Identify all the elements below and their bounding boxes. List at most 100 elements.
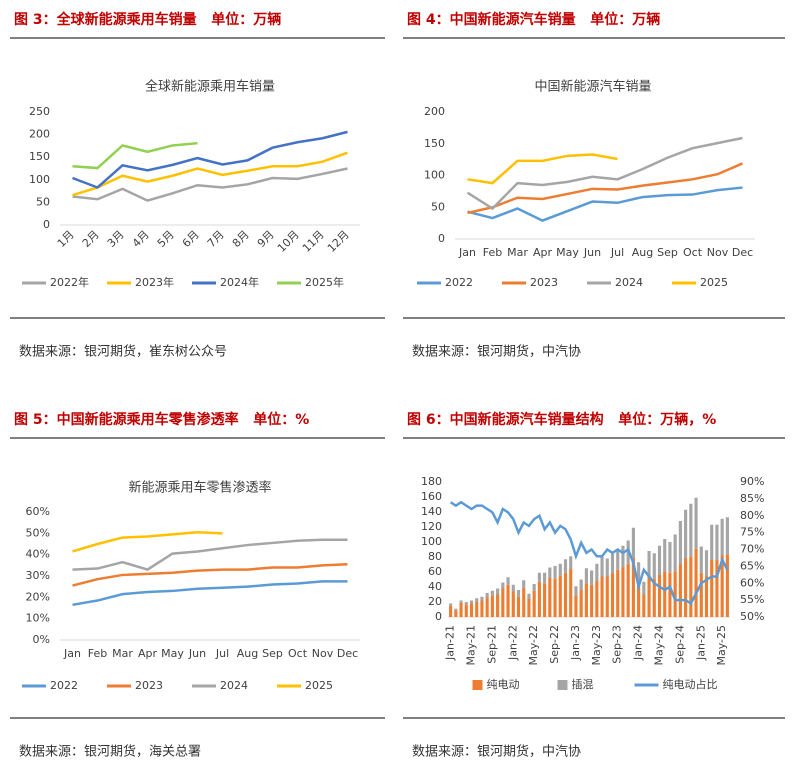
y-tick-label: 60% xyxy=(26,505,50,518)
legend-label: 2024年 xyxy=(220,275,259,289)
bar xyxy=(605,576,609,617)
series-line xyxy=(72,141,198,170)
y-tick-label: 85% xyxy=(740,492,764,505)
bar xyxy=(537,581,541,617)
x-tick-label: 5月 xyxy=(155,228,177,250)
bar xyxy=(673,571,677,617)
series-line xyxy=(72,167,348,202)
bar xyxy=(485,593,489,598)
x-tick-label: 9月 xyxy=(255,228,277,250)
caption: 图 5：中国新能源乘用车零售渗透率 单位：% xyxy=(14,411,309,428)
source: 数据来源：银河期货，崔东树公众号 xyxy=(19,344,227,360)
bar xyxy=(710,524,714,560)
y-tick-label: 140 xyxy=(421,505,442,518)
bar xyxy=(548,578,552,617)
series-line xyxy=(467,186,743,222)
x-tick-label: Apr xyxy=(533,246,553,259)
legend-label: 2025 xyxy=(305,679,333,692)
bar xyxy=(684,558,688,617)
bar xyxy=(590,584,594,617)
bar xyxy=(637,584,641,617)
bar xyxy=(631,527,635,558)
bar xyxy=(548,567,552,578)
x-tick-label: Sep xyxy=(657,246,678,259)
bar xyxy=(516,596,521,617)
bar xyxy=(584,568,588,584)
x-tick-label: Jan-22 xyxy=(506,625,519,661)
x-tick-label: Oct xyxy=(288,647,308,660)
bar xyxy=(694,548,698,617)
bar xyxy=(657,575,662,617)
x-tick-label: Sep xyxy=(262,647,283,660)
bar xyxy=(652,553,656,579)
bar xyxy=(668,542,672,573)
bar xyxy=(454,608,458,611)
bar xyxy=(663,571,667,617)
x-tick-label: Nov xyxy=(707,246,729,259)
bar xyxy=(579,579,583,590)
bar xyxy=(480,600,484,617)
x-tick-label: Jul xyxy=(215,647,229,660)
series-line xyxy=(467,153,618,185)
legend-label: 2023 xyxy=(135,679,163,692)
bar xyxy=(642,581,646,595)
legend-swatch xyxy=(472,680,483,690)
bar xyxy=(464,604,468,617)
x-tick-label: Jan-25 xyxy=(694,625,707,661)
y-tick-label: 150 xyxy=(424,137,445,150)
series-line xyxy=(467,162,743,215)
series-line xyxy=(72,531,223,553)
caption: 图 6：中国新能源汽车销量结构 单位：万辆，% xyxy=(407,411,716,428)
x-tick-label: Sep-22 xyxy=(548,625,561,664)
legend-label: 插混 xyxy=(572,677,594,691)
y-tick-label: 75% xyxy=(740,526,764,539)
x-tick-label: Jun xyxy=(583,246,601,259)
x-tick-label: Jul xyxy=(610,246,624,259)
y-tick-label: 0 xyxy=(435,610,442,623)
x-tick-label: 4月 xyxy=(130,228,152,250)
x-tick-label: Feb xyxy=(483,246,502,259)
bar xyxy=(699,572,703,617)
source: 数据来源：银河期货，中汽协 xyxy=(412,344,581,360)
bar xyxy=(637,562,641,585)
chart-title: 新能源乘用车零售渗透率 xyxy=(128,480,271,496)
y-tick-label: 40 xyxy=(428,580,442,593)
bar xyxy=(464,602,468,605)
bar xyxy=(563,559,568,573)
y-tick-label: 50 xyxy=(36,195,50,208)
x-tick-label: May-24 xyxy=(653,625,666,666)
x-tick-label: 2月 xyxy=(80,228,102,250)
y-tick-label: 50% xyxy=(740,610,764,623)
bar xyxy=(652,578,656,617)
bar xyxy=(574,596,578,617)
bar xyxy=(595,563,599,581)
y-tick-label: 0 xyxy=(438,232,445,245)
bar xyxy=(720,555,724,617)
bar xyxy=(475,598,479,602)
y-tick-label: 90% xyxy=(740,475,764,488)
bar xyxy=(616,549,620,570)
y-tick-label: 180 xyxy=(421,475,442,488)
y-tick-label: 150 xyxy=(29,150,50,163)
bar xyxy=(590,570,594,585)
legend-label: 2025 xyxy=(700,276,728,289)
legend-label: 2023年 xyxy=(135,275,174,289)
bar xyxy=(600,576,604,617)
x-tick-label: Apr xyxy=(138,647,158,660)
x-tick-label: May xyxy=(161,647,184,660)
bar xyxy=(694,497,698,549)
y-tick-label: 0 xyxy=(43,218,50,231)
bar xyxy=(475,602,479,617)
bar xyxy=(673,534,677,572)
bar xyxy=(626,563,630,617)
x-tick-label: 12月 xyxy=(325,228,352,255)
bar xyxy=(485,597,489,617)
x-tick-label: May-21 xyxy=(465,625,478,666)
y-tick-label: 200 xyxy=(424,105,445,118)
bar xyxy=(558,575,562,617)
y-tick-label: 20 xyxy=(428,595,442,608)
x-tick-label: Sep-24 xyxy=(673,625,686,664)
legend-label: 2024 xyxy=(615,276,643,289)
bar xyxy=(647,551,651,576)
series-line xyxy=(72,151,348,197)
